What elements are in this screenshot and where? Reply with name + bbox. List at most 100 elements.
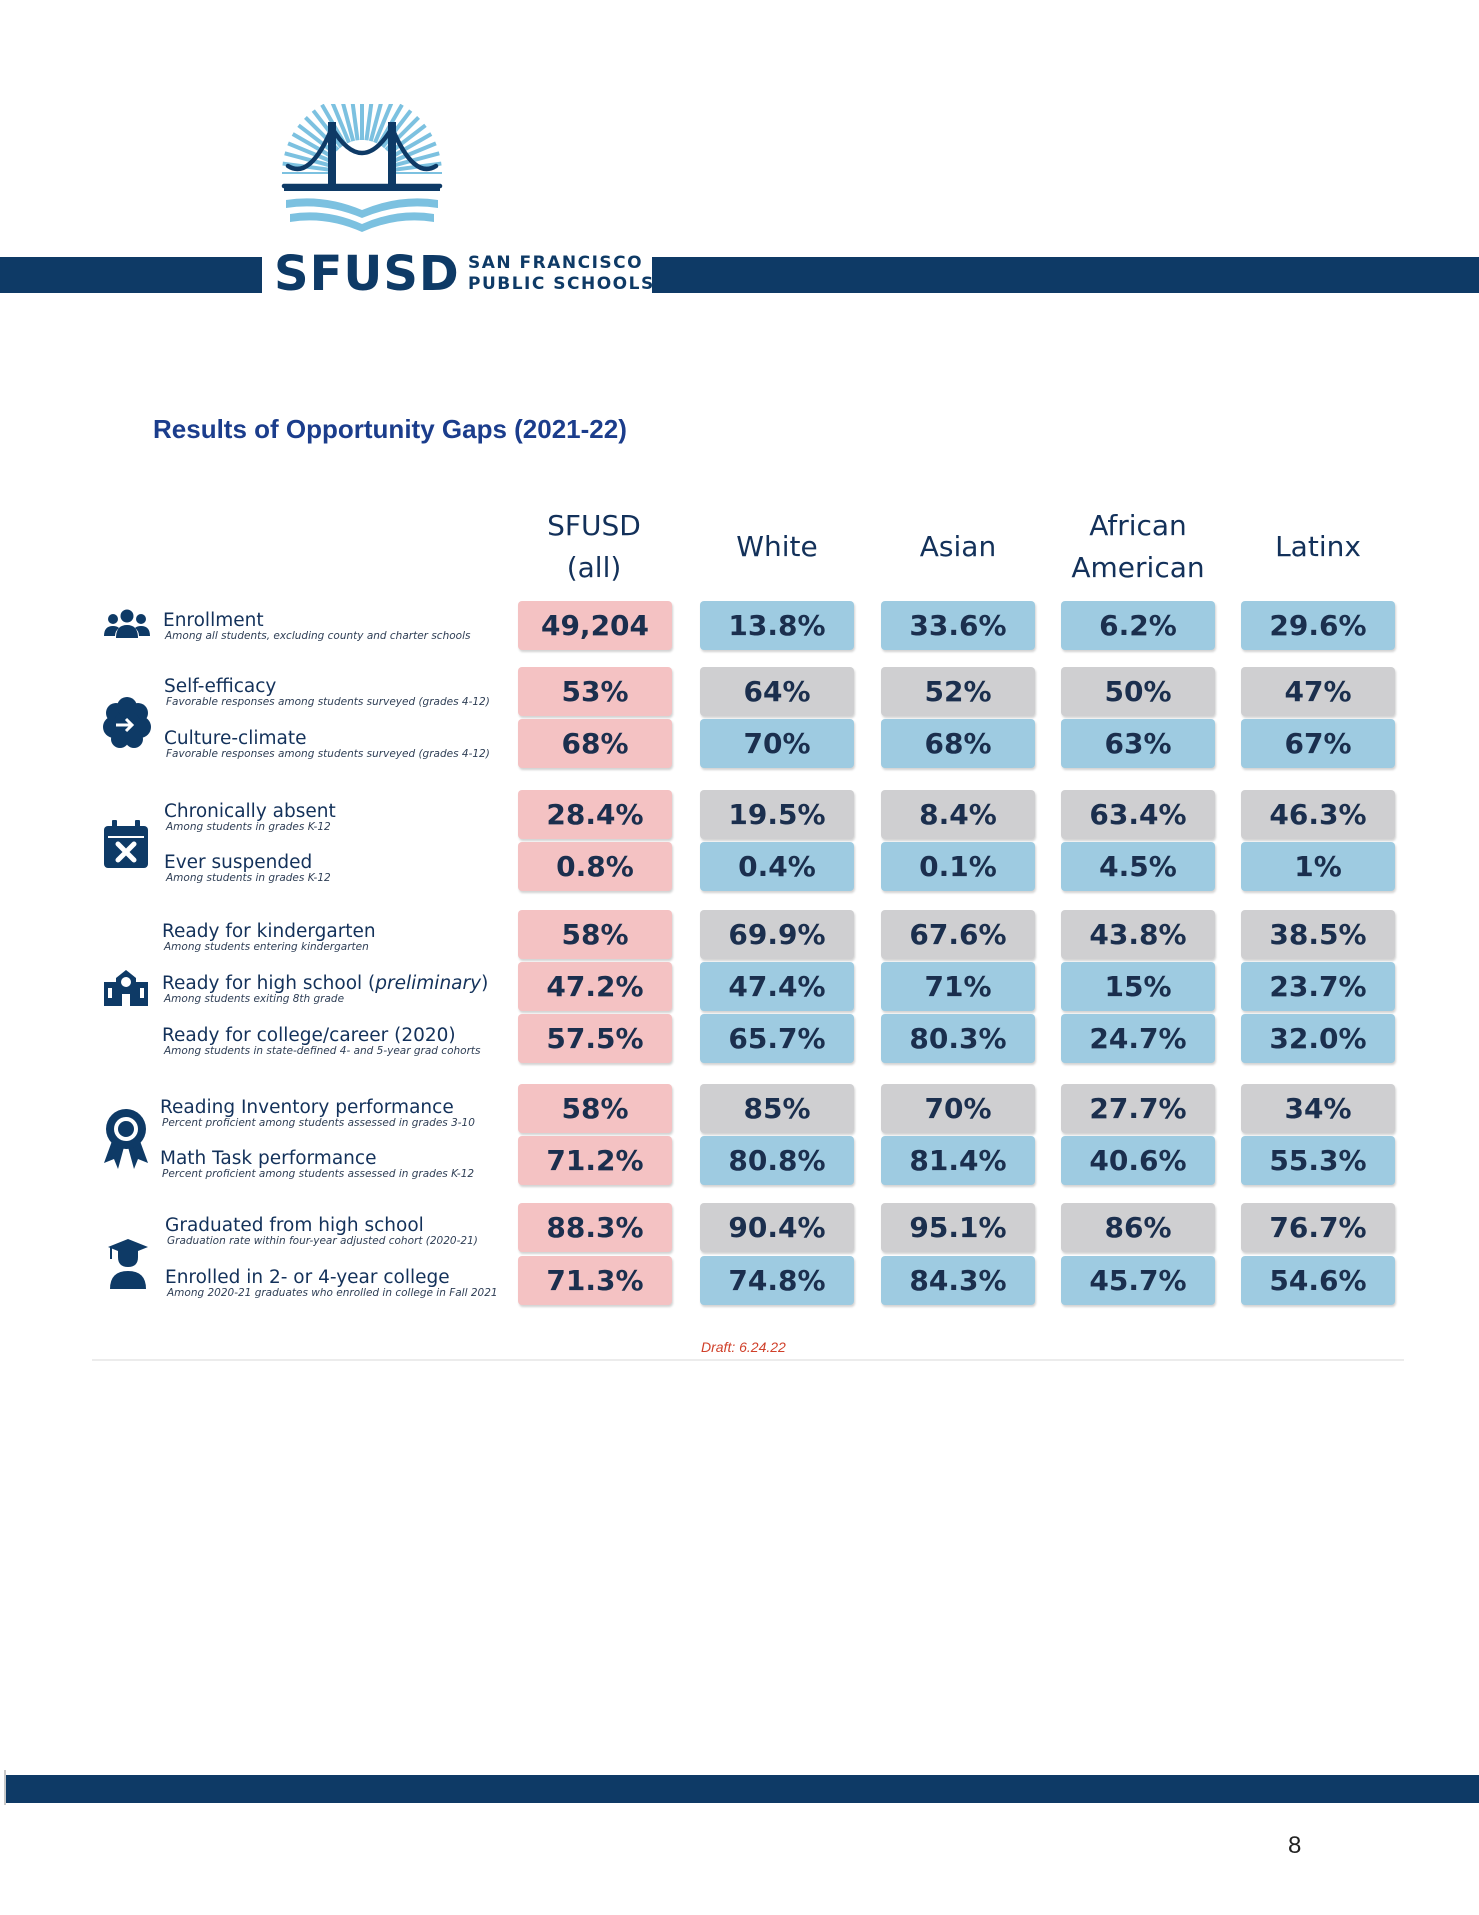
row-label: Ever suspended xyxy=(164,852,312,874)
row-note: Among all students, excluding county and… xyxy=(165,630,471,642)
value-cell: 28.4% xyxy=(518,790,672,839)
row-label: Ready for college/career (2020) xyxy=(162,1025,456,1047)
page-number: 8 xyxy=(1288,1832,1302,1859)
row-note: Among students entering kindergarten xyxy=(164,941,369,953)
logo-sun-ray xyxy=(291,132,334,159)
row-label-text: Culture-climate xyxy=(164,728,307,749)
row-label: Graduated from high school xyxy=(165,1215,424,1237)
row-label: Enrollment xyxy=(163,610,264,632)
column-header-line2: American xyxy=(1071,551,1205,584)
row-label-text: Ready for high school ( xyxy=(162,973,376,994)
value-cell: 57.5% xyxy=(518,1014,672,1063)
value-cell: 67.6% xyxy=(881,910,1035,959)
logo-wordmark: SFUSD xyxy=(274,246,460,302)
value-cell: 1% xyxy=(1241,842,1395,891)
value-cell: 40.6% xyxy=(1061,1136,1215,1185)
header-band-left xyxy=(0,257,262,293)
value-cell: 85% xyxy=(700,1084,854,1133)
row-label: Ready for high school (preliminary) xyxy=(162,973,488,995)
logo-sun-ray xyxy=(373,104,394,144)
logo-sun-ray xyxy=(350,104,360,141)
row-label-end: ) xyxy=(481,973,489,994)
logo-sun-ray xyxy=(394,151,440,168)
value-cell: 8.4% xyxy=(881,790,1035,839)
row-label-text: Self-efficacy xyxy=(164,676,277,697)
value-cell: 80.3% xyxy=(881,1014,1035,1063)
value-cell: 27.7% xyxy=(1061,1084,1215,1133)
row-label-text: Enrollment xyxy=(163,610,264,631)
row-label-text: Ever suspended xyxy=(164,852,313,873)
logo-subtitle-line1: SAN FRANCISCO xyxy=(468,253,644,273)
logo-sun-ray xyxy=(284,151,330,168)
value-cell: 67% xyxy=(1241,719,1395,768)
value-cell: 52% xyxy=(881,667,1035,716)
column-header-line1: Asian xyxy=(919,530,997,563)
value-cell: 95.1% xyxy=(881,1203,1035,1252)
row-note: Percent proficient among students assess… xyxy=(162,1117,475,1129)
logo-subtitle-line2: PUBLIC SCHOOLS xyxy=(468,274,655,294)
value-cell: 0.8% xyxy=(518,842,672,891)
value-cell: 23.7% xyxy=(1241,962,1395,1011)
value-cell: 0.1% xyxy=(881,842,1035,891)
logo-subtitle: SAN FRANCISCO PUBLIC SCHOOLS xyxy=(468,253,655,295)
people-group-icon xyxy=(104,609,150,638)
logo-sun-ray xyxy=(330,104,351,144)
row-note: Graduation rate within four-year adjuste… xyxy=(167,1235,478,1247)
school-building-icon xyxy=(104,970,148,1006)
row-label-text: Ready for college/career (2020) xyxy=(162,1025,456,1046)
value-cell: 81.4% xyxy=(881,1136,1035,1185)
value-cell: 4.5% xyxy=(1061,842,1215,891)
value-cell: 71% xyxy=(881,962,1035,1011)
value-cell: 50% xyxy=(1061,667,1215,716)
value-cell: 74.8% xyxy=(700,1256,854,1305)
column-header: SFUSD (all) xyxy=(514,505,674,589)
column-header-line1: White xyxy=(736,530,818,563)
page-edge xyxy=(4,1770,6,1805)
value-cell: 24.7% xyxy=(1061,1014,1215,1063)
logo-sun-ray xyxy=(390,132,433,159)
logo-sun-ray xyxy=(368,104,383,142)
value-cell: 84.3% xyxy=(881,1256,1035,1305)
value-cell: 90.4% xyxy=(700,1203,854,1252)
value-cell: 71.3% xyxy=(518,1256,672,1305)
value-cell: 64% xyxy=(700,667,854,716)
value-cell: 88.3% xyxy=(518,1203,672,1252)
logo-sun-ray xyxy=(381,109,413,149)
value-cell: 46.3% xyxy=(1241,790,1395,839)
value-cell: 70% xyxy=(700,719,854,768)
row-label: Ready for kindergarten xyxy=(162,921,376,943)
logo-sun-ray xyxy=(341,104,356,142)
value-cell: 86% xyxy=(1061,1203,1215,1252)
value-cell: 43.8% xyxy=(1061,910,1215,959)
value-cell: 63.4% xyxy=(1061,790,1215,839)
column-header-line1: African xyxy=(1089,509,1187,542)
row-label-text: Ready for kindergarten xyxy=(162,921,376,942)
row-note: Percent proficient among students assess… xyxy=(162,1168,475,1180)
row-label-text: Graduated from high school xyxy=(165,1215,424,1236)
row-note: Favorable responses among students surve… xyxy=(166,696,490,708)
sfusd-logo-icon xyxy=(281,104,443,232)
value-cell: 58% xyxy=(518,910,672,959)
row-label-text: Reading Inventory performance xyxy=(160,1097,454,1118)
logo-sun-ray xyxy=(311,109,343,149)
calendar-x-icon xyxy=(104,820,148,868)
logo-sun-ray xyxy=(364,104,374,141)
value-cell: 53% xyxy=(518,667,672,716)
row-note: Among students in state-defined 4- and 5… xyxy=(164,1045,481,1057)
value-cell: 0.4% xyxy=(700,842,854,891)
value-cell: 34% xyxy=(1241,1084,1395,1133)
logo-sun-ray xyxy=(392,141,437,163)
logo-sun-ray xyxy=(287,141,332,163)
value-cell: 58% xyxy=(518,1084,672,1133)
column-header: Latinx xyxy=(1238,526,1398,568)
row-label-text: Math Task performance xyxy=(160,1148,377,1169)
header-band-right xyxy=(652,257,1479,293)
row-label-emphasis: preliminary xyxy=(375,973,482,994)
column-header-line1: Latinx xyxy=(1275,530,1361,563)
value-cell: 55.3% xyxy=(1241,1136,1395,1185)
value-cell: 70% xyxy=(881,1084,1035,1133)
value-cell: 65.7% xyxy=(700,1014,854,1063)
value-cell: 6.2% xyxy=(1061,601,1215,650)
row-label-text: Enrolled in 2- or 4-year college xyxy=(165,1267,450,1288)
value-cell: 47% xyxy=(1241,667,1395,716)
